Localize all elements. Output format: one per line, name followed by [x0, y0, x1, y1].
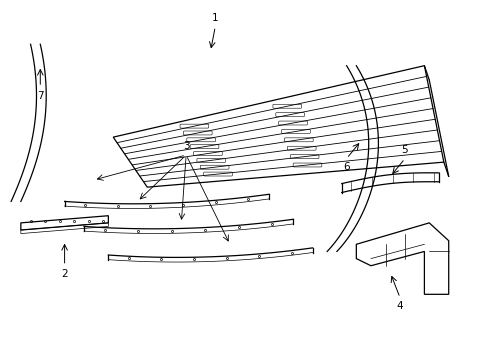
Text: 4: 4 [396, 301, 403, 311]
Text: 6: 6 [343, 162, 349, 172]
Text: 5: 5 [401, 145, 407, 155]
Text: 3: 3 [183, 141, 189, 152]
Text: 7: 7 [37, 91, 43, 101]
Text: 2: 2 [61, 269, 68, 279]
Text: 1: 1 [212, 13, 218, 23]
